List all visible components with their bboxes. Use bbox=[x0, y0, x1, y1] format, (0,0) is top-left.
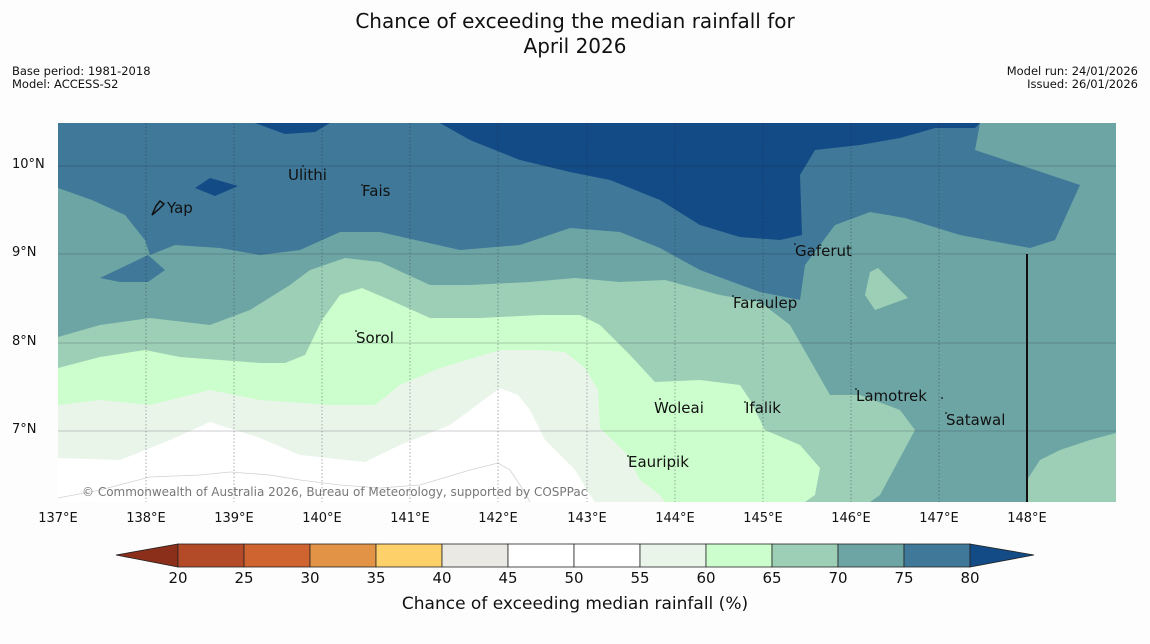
place-label-woleai: Woleai bbox=[654, 399, 704, 417]
base-period-text: Base period: 1981-2018 bbox=[12, 64, 151, 78]
colorbar-tick-35: 35 bbox=[366, 569, 386, 587]
colorbar-70-75 bbox=[837, 543, 905, 568]
issued-date-text: Issued: 26/01/2026 bbox=[1027, 77, 1138, 91]
place-label-fais: Fais bbox=[362, 182, 391, 200]
lon-label-138e: 138°E bbox=[126, 511, 166, 526]
colorbar-tick-50: 50 bbox=[564, 569, 584, 587]
colorbar-tick-55: 55 bbox=[630, 569, 650, 587]
colorbar-tick-45: 45 bbox=[498, 569, 518, 587]
lon-label-148e: 148°E bbox=[1007, 511, 1047, 526]
place-label-gaferut: Gaferut bbox=[795, 242, 852, 260]
lon-label-139e: 139°E bbox=[214, 511, 254, 526]
colorbar-30-35 bbox=[309, 543, 377, 568]
colorbar-50-55 bbox=[573, 543, 641, 568]
lon-label-142e: 142°E bbox=[478, 511, 518, 526]
place-label-lamotrek: Lamotrek bbox=[856, 387, 927, 405]
colorbar-tick-70: 70 bbox=[828, 569, 848, 587]
lon-label-144e: 144°E bbox=[655, 511, 695, 526]
colorbar-60-65 bbox=[705, 543, 773, 568]
model-run-text: Model run: 24/01/2026 bbox=[1006, 64, 1138, 78]
colorbar-title: Chance of exceeding median rainfall (%) bbox=[401, 594, 749, 614]
meta-left: Base period: 1981-2018 Model: ACCESS-S2 bbox=[12, 65, 151, 91]
colorbar-below-20 bbox=[115, 543, 179, 568]
band-65-70-blob bbox=[865, 268, 908, 310]
copyright-notice: © Commonwealth of Australia 2026, Bureau… bbox=[82, 485, 587, 499]
band-above-80 bbox=[440, 123, 980, 240]
band-above-80-top bbox=[255, 123, 330, 134]
place-label-ulithi: Ulithi bbox=[288, 166, 327, 184]
lat-label-7n: 7°N bbox=[12, 422, 37, 437]
band-75-80 bbox=[58, 123, 1080, 300]
place-label-eauripik: Eauripik bbox=[628, 453, 689, 471]
colorbar-55-60 bbox=[639, 543, 707, 568]
colorbar-65-70 bbox=[771, 543, 839, 568]
colorbar-45-50 bbox=[507, 543, 575, 568]
place-label-yap: Yap bbox=[166, 199, 193, 217]
lon-label-143e: 143°E bbox=[567, 511, 607, 526]
lon-label-145e: 145°E bbox=[743, 511, 783, 526]
contour-line-faint bbox=[58, 462, 531, 502]
place-label-sorol: Sorol bbox=[356, 329, 394, 347]
yap-island-icon bbox=[151, 199, 166, 216]
place-markers bbox=[302, 165, 947, 457]
colorbar-tick-65: 65 bbox=[762, 569, 782, 587]
place-label-faraulep: Faraulep bbox=[733, 294, 797, 312]
band-45-55 bbox=[58, 388, 595, 502]
band-above-80-blob bbox=[195, 178, 238, 196]
lon-label-140e: 140°E bbox=[302, 511, 342, 526]
colorbar-tick-40: 40 bbox=[432, 569, 452, 587]
probability-contours: Ulithi Fais Yap Gaferut Faraulep Sorol L… bbox=[58, 123, 1116, 502]
colorbar-tick-30: 30 bbox=[300, 569, 320, 587]
lon-label-137e: 137°E bbox=[38, 511, 78, 526]
colorbar-40-45 bbox=[441, 543, 509, 568]
colorbar-tick-20: 20 bbox=[168, 569, 188, 587]
band-75-80-blob bbox=[100, 255, 165, 282]
lon-label-141e: 141°E bbox=[390, 511, 430, 526]
colorbar-above-80 bbox=[969, 543, 1035, 568]
lon-label-146e: 146°E bbox=[831, 511, 871, 526]
lat-label-8n: 8°N bbox=[12, 334, 37, 349]
band-65-70-right bbox=[1027, 433, 1116, 502]
colorbar bbox=[115, 543, 1035, 568]
colorbar-75-80 bbox=[903, 543, 971, 568]
lat-label-9n: 9°N bbox=[12, 245, 37, 260]
chart-title-line1: Chance of exceeding the median rainfall … bbox=[355, 9, 795, 33]
colorbar-tick-75: 75 bbox=[894, 569, 914, 587]
model-name-text: Model: ACCESS-S2 bbox=[12, 77, 119, 91]
chart-title-line2: April 2026 bbox=[523, 34, 627, 58]
lat-label-10n: 10°N bbox=[12, 157, 45, 172]
colorbar-tick-25: 25 bbox=[234, 569, 254, 587]
colorbar-25-30 bbox=[243, 543, 311, 568]
lon-label-147e: 147°E bbox=[919, 511, 959, 526]
colorbar-tick-60: 60 bbox=[696, 569, 716, 587]
meta-right: Model run: 24/01/2026 Issued: 26/01/2026 bbox=[1007, 65, 1138, 91]
colorbar-35-40 bbox=[375, 543, 443, 568]
colorbar-tick-80: 80 bbox=[960, 569, 980, 587]
gridlines bbox=[58, 123, 1116, 502]
place-label-satawal: Satawal bbox=[946, 411, 1005, 429]
colorbar-20-25 bbox=[177, 543, 245, 568]
place-label-ifalik: Ifalik bbox=[745, 399, 781, 417]
